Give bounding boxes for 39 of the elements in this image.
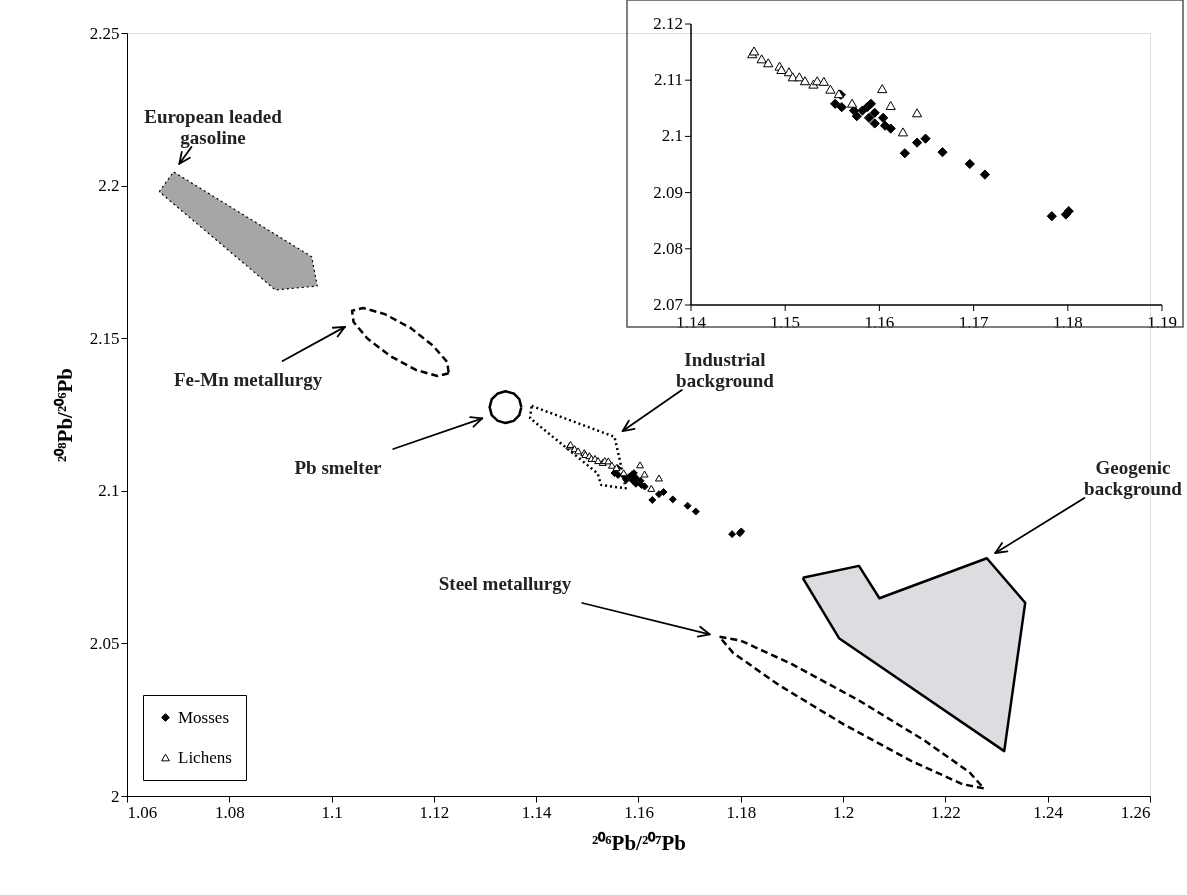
x-tick-label: 1.16 [624,802,654,822]
y-tick-label: 2 [111,786,120,806]
annotation: Geogenic background [1084,457,1183,499]
x-tick-label: 1.24 [1033,802,1064,822]
x-tick-label: 1.12 [419,802,450,822]
x-tick-label: 1.14 [521,802,553,822]
annotation: Fe-Mn metallurgy [173,369,323,390]
x-tick-label: 1.2 [832,802,855,822]
x-tick-label: 1.19 [1147,313,1177,332]
x-axis-title: ²⁰⁶Pb/²⁰⁷Pb [591,830,687,855]
legend-label: Mosses [178,707,230,727]
annotation: European leaded gasoline [144,106,283,148]
x-tick-label: 1.14 [676,313,707,332]
x-tick-label: 1.18 [726,802,757,822]
x-tick-label: 1.15 [770,313,801,332]
x-tick-label: 1.06 [127,802,158,822]
y-tick-label: 2.1 [661,126,683,146]
annotation: Pb smelter [294,457,383,478]
x-tick-label: 1.1 [321,802,343,822]
y-tick-label: 2.05 [89,633,120,653]
y-tick-label: 2.09 [653,182,683,202]
x-tick-label: 1.22 [931,802,961,822]
x-tick-label: 1.17 [958,313,989,332]
y-tick-label: 2.08 [653,238,683,258]
y-tick-label: 2.15 [89,328,120,348]
x-tick-label: 1.26 [1120,802,1151,822]
x-tick-label: 1.08 [214,802,245,822]
y-tick-label: 2.12 [653,14,683,33]
annotation: Steel metallurgy [438,573,572,594]
y-tick-label: 2.1 [98,481,120,501]
y-tick-label: 2.25 [89,23,120,43]
y-tick-label: 2.2 [98,176,120,196]
y-axis-title: ²⁰⁸Pb/²⁰⁶Pb [52,367,77,463]
legend-label: Lichens [178,747,232,767]
x-tick-label: 1.18 [1052,313,1083,332]
y-tick-label: 2.07 [653,295,684,314]
annotation: Industrial background [676,349,775,391]
y-tick-label: 2.11 [653,70,683,90]
x-tick-label: 1.16 [864,313,895,332]
